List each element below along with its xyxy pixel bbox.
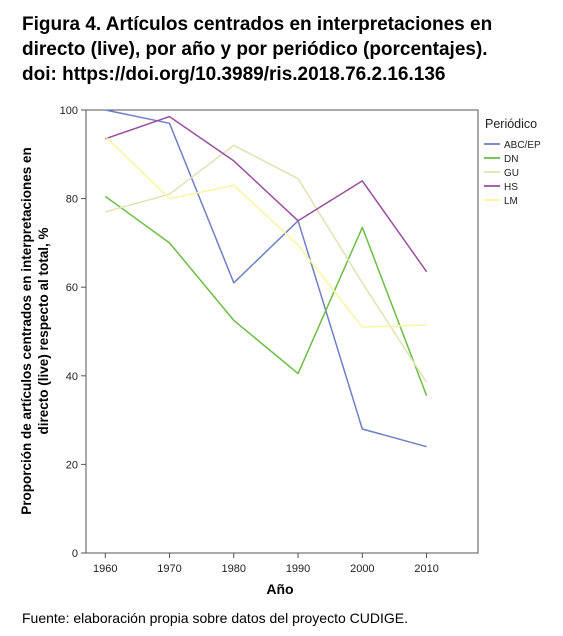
legend-label: HS — [504, 182, 518, 193]
caption-line-2: directo (live), por año y por periódico … — [22, 39, 488, 60]
legend-label: GU — [504, 168, 519, 179]
x-tick-label: 1990 — [286, 563, 310, 575]
legend-item-gu: GU — [484, 168, 519, 179]
legend: Periódico ABC/EP DN GU HS LM — [484, 117, 541, 207]
y-tick-label: 20 — [66, 459, 78, 471]
series-lines — [104, 109, 428, 448]
y-axis-label-line-1: Proporción de artículos centrados en int… — [19, 147, 34, 515]
legend-item-abc-ep: ABC/EP — [484, 140, 541, 151]
axes: 0 20 40 60 80 100 1960 1970 1980 1990 2000 2010 — [60, 105, 479, 575]
legend-item-hs: HS — [484, 182, 518, 193]
series-line-hs — [105, 115, 428, 273]
line-chart: 0 20 40 60 80 100 1960 1970 1980 1990 2000 2010 Año… — [19, 105, 541, 597]
legend-item-dn: DN — [484, 154, 518, 165]
x-tick-label: 2000 — [350, 563, 374, 575]
series-line-lm — [104, 136, 427, 328]
x-axis-label: Año — [266, 581, 293, 597]
legend-label: DN — [504, 154, 518, 165]
source-note: Fuente: elaboración propia sobre datos d… — [22, 610, 408, 626]
caption-line-1: Figura 4. Artículos centrados en interpr… — [22, 14, 493, 35]
series-line-dn — [104, 195, 428, 396]
y-tick-label: 80 — [66, 194, 78, 206]
plot-frame — [85, 109, 479, 554]
series-line-gu — [105, 144, 428, 383]
y-tick-label: 100 — [60, 105, 78, 117]
x-tick-label: 1960 — [93, 563, 117, 575]
chart-container: 0 20 40 60 80 100 1960 1970 1980 1990 2000 2010 Año… — [0, 95, 563, 605]
x-tick-label: 1980 — [222, 563, 246, 575]
series-line-abc-ep — [105, 109, 427, 448]
x-tick-label: 1970 — [157, 563, 181, 575]
y-tick-label: 60 — [66, 282, 78, 294]
y-tick-label: 0 — [72, 548, 78, 560]
figure-caption: Figura 4. Artículos centrados en interpr… — [22, 12, 552, 87]
legend-label: LM — [504, 196, 518, 207]
y-tick-label: 40 — [66, 371, 78, 383]
caption-line-3: doi: https://doi.org/10.3989/ris.2018.76… — [22, 64, 446, 85]
legend-label: ABC/EP — [504, 140, 541, 151]
legend-item-lm: LM — [484, 196, 518, 207]
y-axis-label-line-2: directo (live) respecto al total, % — [36, 227, 51, 434]
legend-title: Periódico — [485, 117, 537, 131]
x-tick-label: 2010 — [414, 563, 438, 575]
